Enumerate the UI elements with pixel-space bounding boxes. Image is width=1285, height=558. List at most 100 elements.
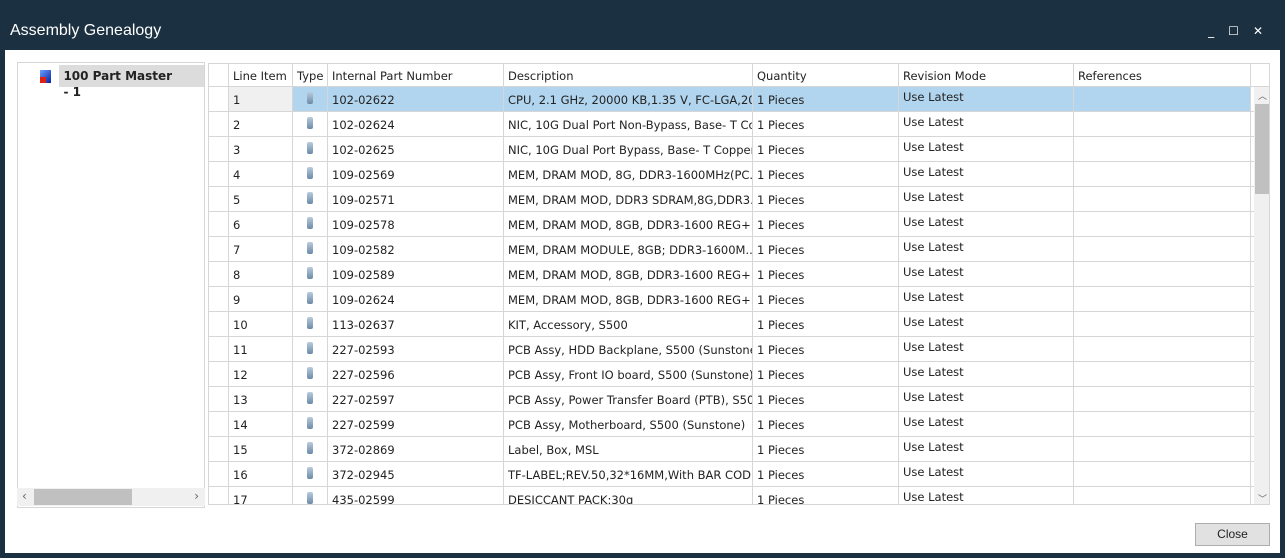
- scroll-right-icon[interactable]: ›: [194, 489, 199, 503]
- cell-revision-mode[interactable]: Use Latest: [899, 412, 1074, 436]
- column-header-revision-mode[interactable]: Revision Mode: [899, 64, 1074, 86]
- cell-internal-part-number: 102-02622: [328, 87, 504, 111]
- tree-node-label: 100 Part Master - 1: [59, 65, 204, 99]
- scrollbar-thumb[interactable]: [34, 489, 132, 505]
- cell-revision-mode[interactable]: Use Latest: [899, 362, 1074, 386]
- part-icon: [307, 392, 313, 404]
- cell-revision-mode[interactable]: Use Latest: [899, 487, 1074, 504]
- cell-internal-part-number: 227-02597: [328, 387, 504, 411]
- cell-line-item: 10: [229, 312, 293, 336]
- tree-node-root[interactable]: 100 Part Master - 1: [40, 65, 204, 99]
- table-row[interactable]: 2 102-02624 NIC, 10G Dual Port Non-Bypas…: [209, 112, 1269, 137]
- window-title: Assembly Genealogy: [10, 22, 162, 39]
- cell-line-item: 16: [229, 462, 293, 486]
- cell-references: [1074, 312, 1251, 336]
- part-icon: [307, 167, 313, 179]
- cell-line-item: 11: [229, 337, 293, 361]
- cell-revision-mode[interactable]: Use Latest: [899, 237, 1074, 261]
- table-row[interactable]: 10 113-02637 KIT, Accessory, S500 1 Piec…: [209, 312, 1269, 337]
- header-indent: [209, 64, 229, 86]
- cell-type: [293, 437, 328, 461]
- row-indent: [209, 212, 229, 236]
- column-header-type[interactable]: Type: [293, 64, 328, 86]
- cell-references: [1074, 437, 1251, 461]
- cell-internal-part-number: 372-02945: [328, 462, 504, 486]
- table-row[interactable]: 4 109-02569 MEM, DRAM MOD, 8G, DDR3-1600…: [209, 162, 1269, 187]
- cell-references: [1074, 187, 1251, 211]
- scroll-down-icon[interactable]: ﹀: [1258, 495, 1268, 505]
- cell-revision-mode[interactable]: Use Latest: [899, 87, 1074, 111]
- cell-quantity: 1 Pieces: [753, 312, 899, 336]
- table-row[interactable]: 5 109-02571 MEM, DRAM MOD, DDR3 SDRAM,8G…: [209, 187, 1269, 212]
- cell-quantity: 1 Pieces: [753, 362, 899, 386]
- table-row[interactable]: 12 227-02596 PCB Assy, Front IO board, S…: [209, 362, 1269, 387]
- table-row[interactable]: 8 109-02589 MEM, DRAM MOD, 8GB, DDR3-160…: [209, 262, 1269, 287]
- cell-internal-part-number: 102-02624: [328, 112, 504, 136]
- cell-description: MEM, DRAM MOD, 8GB, DDR3-1600 REG+...: [504, 287, 753, 311]
- cell-revision-mode[interactable]: Use Latest: [899, 287, 1074, 311]
- tree-horizontal-scrollbar[interactable]: ‹ ›: [17, 488, 205, 506]
- cell-revision-mode[interactable]: Use Latest: [899, 162, 1074, 186]
- cell-revision-mode[interactable]: Use Latest: [899, 137, 1074, 161]
- grid-vertical-scrollbar[interactable]: ︿ ﹀: [1254, 87, 1269, 505]
- cell-references: [1074, 362, 1251, 386]
- cell-line-item: 17: [229, 487, 293, 504]
- table-row[interactable]: 9 109-02624 MEM, DRAM MOD, 8GB, DDR3-160…: [209, 287, 1269, 312]
- cell-revision-mode[interactable]: Use Latest: [899, 112, 1074, 136]
- scroll-left-icon[interactable]: ‹: [22, 489, 27, 503]
- cell-description: PCB Assy, HDD Backplane, S500 (Sunstone): [504, 337, 753, 361]
- part-icon: [307, 442, 313, 454]
- cell-type: [293, 162, 328, 186]
- part-icon: [307, 142, 313, 154]
- cell-type: [293, 262, 328, 286]
- column-header-quantity[interactable]: Quantity: [753, 64, 899, 86]
- cell-type: [293, 412, 328, 436]
- cell-description: Label, Box, MSL: [504, 437, 753, 461]
- cell-revision-mode[interactable]: Use Latest: [899, 187, 1074, 211]
- table-row[interactable]: 3 102-02625 NIC, 10G Dual Port Bypass, B…: [209, 137, 1269, 162]
- table-row[interactable]: 17 435-02599 DESICCANT PACK;30g 1 Pieces…: [209, 487, 1269, 504]
- cell-type: [293, 237, 328, 261]
- part-icon: [307, 342, 313, 354]
- cell-revision-mode[interactable]: Use Latest: [899, 462, 1074, 486]
- cell-revision-mode[interactable]: Use Latest: [899, 262, 1074, 286]
- cell-revision-mode[interactable]: Use Latest: [899, 337, 1074, 361]
- table-row[interactable]: 11 227-02593 PCB Assy, HDD Backplane, S5…: [209, 337, 1269, 362]
- maximize-icon[interactable]: ☐: [1228, 24, 1239, 38]
- close-icon[interactable]: ✕: [1252, 24, 1263, 38]
- dialog-body: 100 Part Master - 1 ‹ › ⋮ Line ItemTypeI…: [5, 50, 1280, 553]
- row-indent: [209, 112, 229, 136]
- cell-revision-mode[interactable]: Use Latest: [899, 437, 1074, 461]
- cell-line-item: 2: [229, 112, 293, 136]
- cell-revision-mode[interactable]: Use Latest: [899, 312, 1074, 336]
- table-row[interactable]: 16 372-02945 TF-LABEL;REV.50,32*16MM,Wit…: [209, 462, 1269, 487]
- cell-description: KIT, Accessory, S500: [504, 312, 753, 336]
- close-button[interactable]: Close: [1195, 523, 1270, 546]
- column-header-description[interactable]: Description: [504, 64, 753, 86]
- row-indent: [209, 162, 229, 186]
- cell-revision-mode[interactable]: Use Latest: [899, 212, 1074, 236]
- cell-references: [1074, 412, 1251, 436]
- column-header-internal-part-number[interactable]: Internal Part Number: [328, 64, 504, 86]
- row-indent: [209, 87, 229, 111]
- column-header-references[interactable]: References: [1074, 64, 1251, 86]
- scrollbar-thumb[interactable]: [1255, 104, 1269, 194]
- table-row[interactable]: 15 372-02869 Label, Box, MSL 1 Pieces Us…: [209, 437, 1269, 462]
- table-row[interactable]: 13 227-02597 PCB Assy, Power Transfer Bo…: [209, 387, 1269, 412]
- cell-quantity: 1 Pieces: [753, 337, 899, 361]
- column-header-line-item[interactable]: Line Item: [229, 64, 293, 86]
- scroll-up-icon[interactable]: ︿: [1258, 92, 1268, 102]
- cell-internal-part-number: 109-02571: [328, 187, 504, 211]
- part-icon: [307, 367, 313, 379]
- part-icon: [307, 417, 313, 429]
- cell-references: [1074, 237, 1251, 261]
- minimize-icon[interactable]: _: [1208, 24, 1215, 38]
- row-indent: [209, 137, 229, 161]
- cell-revision-mode[interactable]: Use Latest: [899, 387, 1074, 411]
- table-row[interactable]: 6 109-02578 MEM, DRAM MOD, 8GB, DDR3-160…: [209, 212, 1269, 237]
- table-row[interactable]: 14 227-02599 PCB Assy, Motherboard, S500…: [209, 412, 1269, 437]
- table-row[interactable]: 1 102-02622 CPU, 2.1 GHz, 20000 KB,1.35 …: [209, 87, 1269, 112]
- cell-description: TF-LABEL;REV.50,32*16MM,With BAR CODE...: [504, 462, 753, 486]
- row-indent: [209, 262, 229, 286]
- table-row[interactable]: 7 109-02582 MEM, DRAM MODULE, 8GB; DDR3-…: [209, 237, 1269, 262]
